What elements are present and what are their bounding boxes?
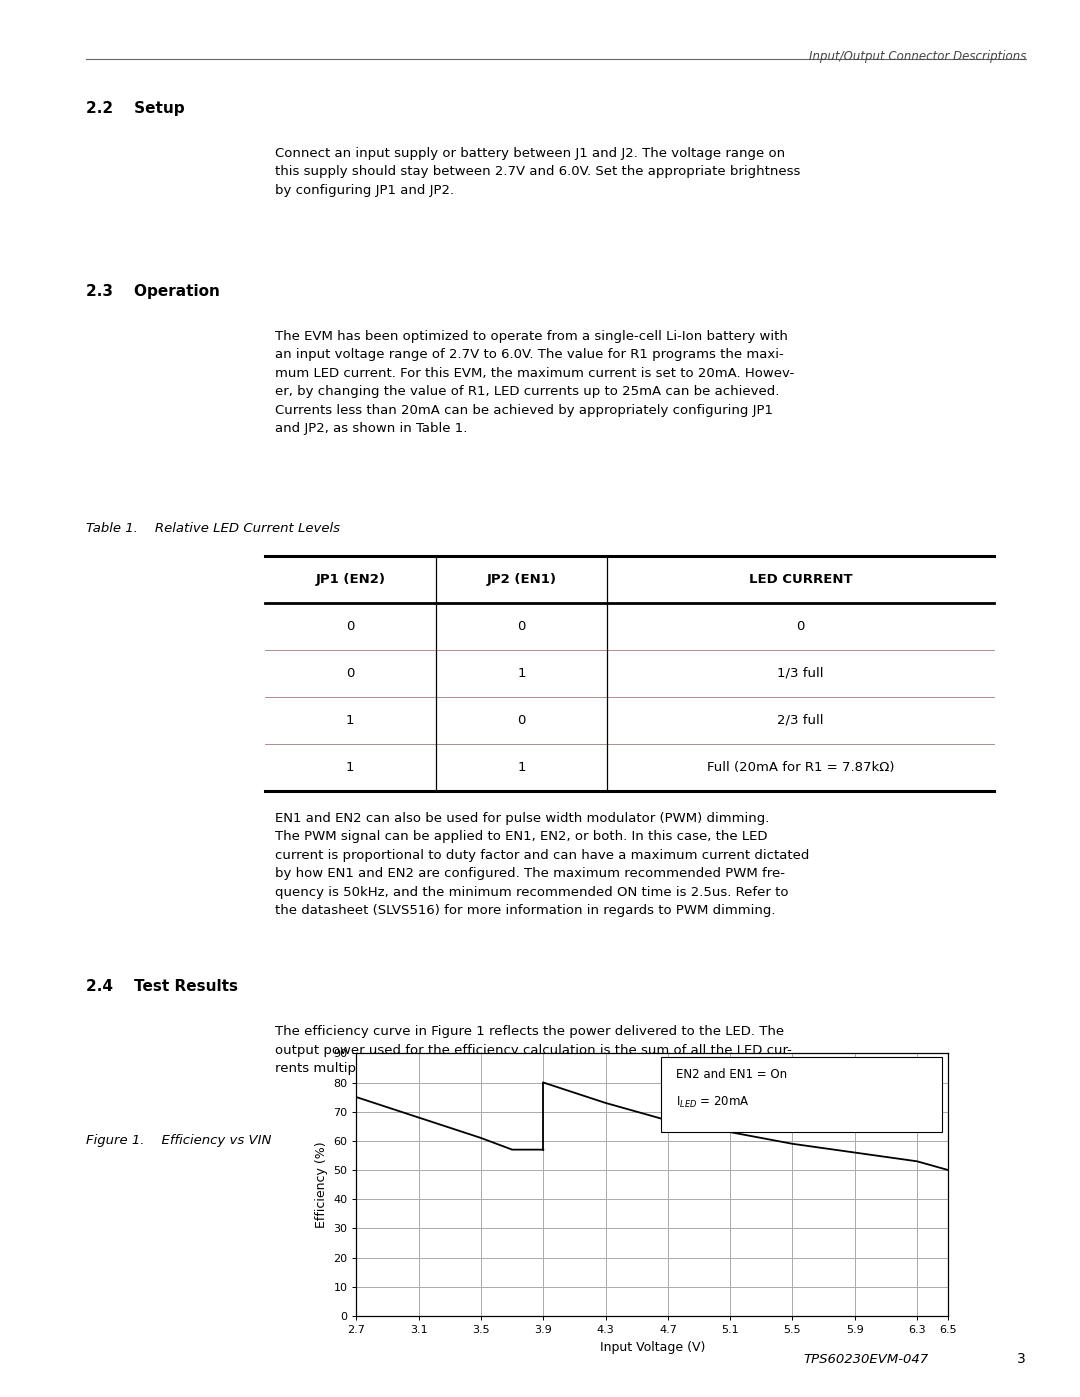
Text: 2.4    Test Results: 2.4 Test Results	[86, 979, 239, 995]
Text: JP1 (EN2): JP1 (EN2)	[315, 573, 386, 585]
Text: The efficiency curve in Figure 1 reflects the power delivered to the LED. The
ou: The efficiency curve in Figure 1 reflect…	[275, 1025, 793, 1076]
Text: LED CURRENT: LED CURRENT	[748, 573, 852, 585]
Text: Table 1.    Relative LED Current Levels: Table 1. Relative LED Current Levels	[86, 522, 340, 535]
Text: 1: 1	[517, 761, 526, 774]
Text: 0: 0	[346, 666, 354, 680]
Text: 2.2    Setup: 2.2 Setup	[86, 101, 185, 116]
Text: 2/3 full: 2/3 full	[778, 714, 824, 726]
Text: Input/Output Connector Descriptions: Input/Output Connector Descriptions	[809, 50, 1026, 63]
FancyBboxPatch shape	[661, 1058, 943, 1132]
Text: The EVM has been optimized to operate from a single-cell Li-Ion battery with
an : The EVM has been optimized to operate fr…	[275, 330, 795, 436]
Text: 1: 1	[517, 666, 526, 680]
Text: Connect an input supply or battery between J1 and J2. The voltage range on
this : Connect an input supply or battery betwe…	[275, 147, 800, 197]
Text: 0: 0	[796, 620, 805, 633]
Text: 1: 1	[346, 714, 354, 726]
Text: 0: 0	[517, 620, 526, 633]
Text: 1: 1	[346, 761, 354, 774]
Text: JP2 (EN1): JP2 (EN1)	[487, 573, 556, 585]
Text: 3: 3	[1017, 1352, 1026, 1366]
Text: 1/3 full: 1/3 full	[778, 666, 824, 680]
Text: EN1 and EN2 can also be used for pulse width modulator (PWM) dimming.
The PWM si: EN1 and EN2 can also be used for pulse w…	[275, 812, 810, 918]
Text: 0: 0	[517, 714, 526, 726]
Text: 2.3    Operation: 2.3 Operation	[86, 284, 220, 299]
Text: EN2 and EN1 = On: EN2 and EN1 = On	[676, 1067, 787, 1081]
Text: Full (20mA for R1 = 7.87kΩ): Full (20mA for R1 = 7.87kΩ)	[706, 761, 894, 774]
X-axis label: Input Voltage (V): Input Voltage (V)	[599, 1341, 705, 1354]
Text: TPS60230EVM-047: TPS60230EVM-047	[804, 1354, 929, 1366]
Y-axis label: Efficiency (%): Efficiency (%)	[314, 1141, 327, 1228]
Text: Figure 1.    Efficiency vs VIN: Figure 1. Efficiency vs VIN	[86, 1134, 272, 1147]
Text: I$_{LED}$ = 20mA: I$_{LED}$ = 20mA	[676, 1095, 750, 1111]
Text: 0: 0	[346, 620, 354, 633]
